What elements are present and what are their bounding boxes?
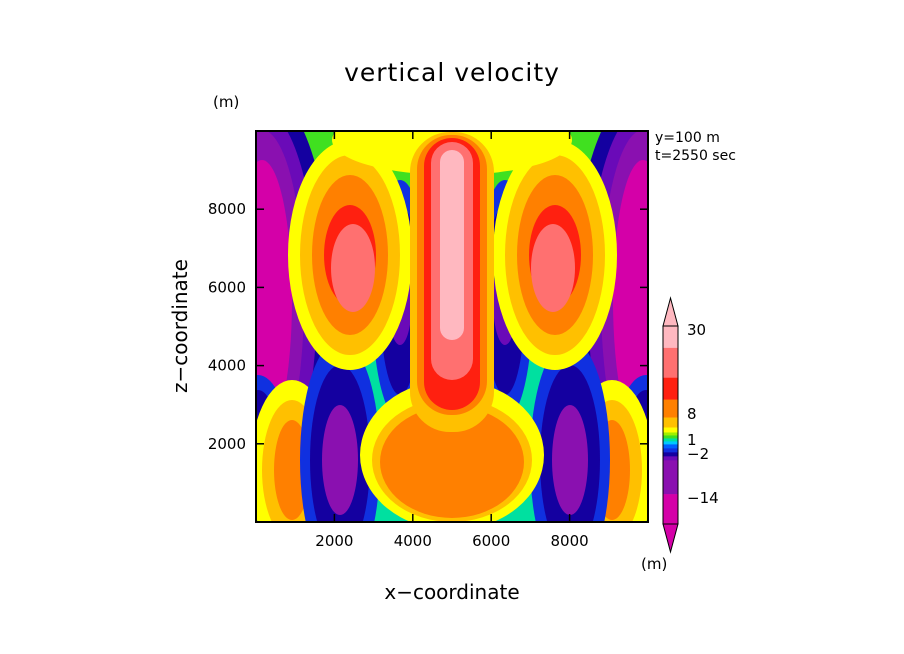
axis-ticks: 2000 4000 6000 8000 2000 4000 6000 8000 [208, 131, 648, 550]
plume-base-inner [380, 406, 524, 518]
colorbar-band [663, 432, 678, 436]
colorbar-band [663, 460, 678, 495]
colorbar-frame [662, 325, 679, 525]
right-edge-level-3 [613, 160, 648, 440]
colorbar-band [663, 347, 678, 379]
left-edge-level-3 [256, 160, 292, 440]
colorbar-unit: (m) [641, 555, 668, 573]
colorbar-band [663, 456, 678, 461]
colorbar-band [663, 326, 678, 349]
colorbar-label: −14 [687, 489, 719, 507]
y-tick-label: 8000 [208, 200, 246, 218]
colorbar-label: 8 [687, 405, 697, 423]
annotation-y-position: y=100 m [655, 130, 720, 146]
chart-title: vertical velocity [344, 58, 560, 87]
colorbar-band [663, 444, 678, 449]
colorbar-band [663, 399, 678, 418]
colorbar-label: 30 [687, 321, 706, 339]
plume-column-core [440, 150, 464, 340]
colorbar-band [663, 427, 678, 433]
colorbar-band [663, 438, 678, 442]
colorbar-band [663, 441, 678, 445]
plot-frame [255, 130, 649, 523]
annotation-time: t=2550 sec [655, 148, 736, 164]
y-tick-label: 6000 [208, 278, 246, 296]
y-axis-unit: (m) [213, 93, 240, 111]
left-updraft-core [331, 224, 375, 312]
left-inner-downdraft-level-2 [322, 405, 358, 515]
x-axis-label: x−coordinate [384, 580, 520, 604]
x-tick-label: 6000 [472, 532, 510, 550]
colorbar-band [663, 417, 678, 428]
x-tick-label: 8000 [551, 532, 589, 550]
colorbar-band [663, 452, 678, 457]
x-tick-label: 2000 [315, 532, 353, 550]
colorbar-band [663, 448, 678, 453]
contour-field [256, 131, 648, 522]
colorbar-label: −2 [687, 445, 709, 463]
colorbar-label: 1 [687, 431, 697, 449]
right-updraft-core [531, 224, 575, 312]
right-inner-downdraft-level-2 [552, 405, 588, 515]
x-tick-label: 4000 [394, 532, 432, 550]
y-tick-label: 2000 [208, 435, 246, 453]
colorbar-band [663, 494, 678, 525]
colorbar-top-arrow [662, 296, 679, 327]
y-tick-label: 4000 [208, 357, 246, 375]
colorbar: 30 8 1−2 −14 [662, 296, 719, 554]
colorbar-bottom-arrow [662, 523, 679, 554]
colorbar-band [663, 377, 678, 400]
colorbar-band [663, 435, 678, 439]
